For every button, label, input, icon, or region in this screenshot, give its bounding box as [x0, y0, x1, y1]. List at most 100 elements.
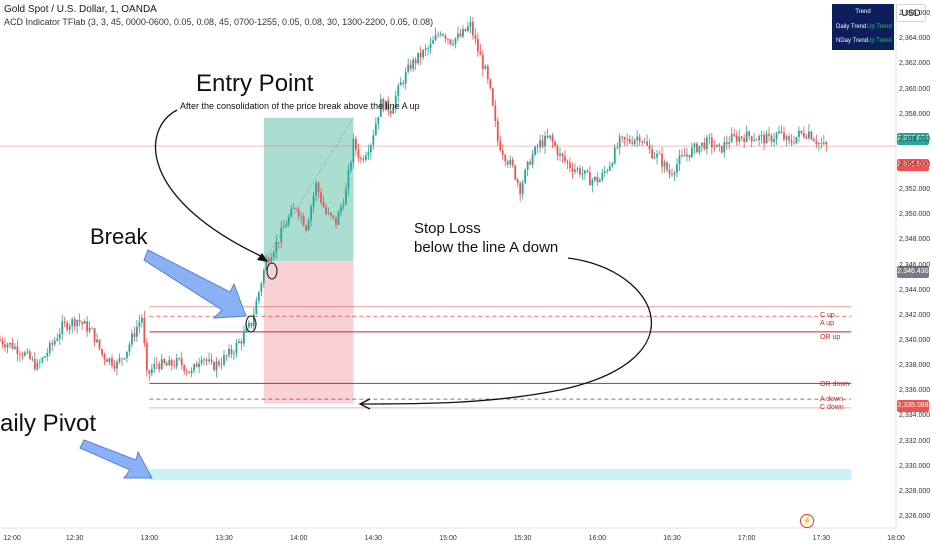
currency-button[interactable]: USD	[896, 4, 926, 22]
candle-body	[730, 134, 733, 143]
trend-row-value: Up Trend	[867, 38, 892, 44]
candle-body	[185, 371, 188, 373]
entry-point-title: Entry Point	[196, 70, 314, 97]
x-axis-tick: 12:30	[65, 535, 84, 542]
candle-body	[790, 140, 793, 143]
candle-body	[457, 33, 459, 39]
candle-body	[317, 182, 320, 193]
candle-body	[439, 34, 442, 35]
candle-body	[327, 212, 330, 214]
candle-body	[765, 133, 768, 144]
candle-body	[267, 258, 270, 262]
candle-body	[86, 321, 89, 332]
candle-body	[330, 212, 332, 216]
trend-row-label: NDay Trend	[836, 38, 869, 44]
candle-body	[579, 168, 581, 175]
candle-body	[36, 362, 39, 370]
candle-body	[335, 217, 337, 225]
candle-body	[165, 363, 168, 366]
candle-body	[235, 342, 238, 354]
candle-body	[444, 35, 447, 39]
candle-body	[93, 328, 96, 343]
y-axis-tick: 2,336.000	[899, 387, 931, 395]
candle-body	[337, 212, 340, 225]
candle-body	[603, 171, 606, 173]
candle-body	[524, 169, 527, 183]
candle-body	[315, 182, 317, 196]
candle-body	[588, 172, 591, 186]
candle-body	[429, 43, 432, 49]
candle-body	[66, 322, 69, 330]
candle-body	[593, 176, 596, 181]
candle-body	[566, 160, 569, 163]
candle-body	[160, 359, 163, 370]
candle-body	[618, 136, 621, 148]
candle-body	[785, 136, 788, 140]
candle-body	[745, 131, 748, 142]
candle-body	[133, 333, 136, 337]
replay-icon[interactable]: ⚡	[800, 514, 814, 528]
trend-table-title: Trend	[855, 9, 871, 15]
candle-body	[88, 327, 91, 332]
candle-body	[601, 172, 604, 180]
candle-body	[260, 283, 263, 293]
candle-body	[715, 144, 718, 148]
candle-body	[320, 192, 322, 203]
candle-body	[257, 292, 260, 301]
candle-body	[270, 257, 273, 262]
mid-price-label: 2,346.430	[897, 266, 929, 278]
candle-body	[135, 326, 138, 337]
candle-body	[384, 100, 387, 111]
candle-body	[778, 131, 780, 134]
candle-body	[46, 352, 49, 357]
candle-body	[76, 319, 79, 327]
candle-body	[459, 33, 462, 37]
candle-body	[501, 150, 504, 156]
candle-body	[245, 327, 248, 333]
candle-body	[43, 356, 46, 358]
candle-body	[442, 34, 444, 36]
candle-body	[417, 52, 420, 64]
candle-body	[23, 352, 26, 356]
candle-body	[476, 39, 479, 52]
candle-body	[763, 135, 765, 144]
candle-body	[434, 35, 437, 41]
stop-loss-arrow-head	[358, 398, 371, 410]
candle-body	[795, 136, 798, 144]
candle-body	[295, 208, 298, 210]
candle-body	[544, 135, 546, 147]
symbol-title: Gold Spot / U.S. Dollar, 1, OANDA	[4, 4, 157, 15]
candle-body	[743, 138, 746, 142]
candle-body	[407, 64, 410, 72]
candle-body	[551, 135, 554, 142]
candle-body	[58, 333, 61, 339]
candle-body	[713, 147, 716, 148]
candle-body	[404, 71, 407, 84]
candle-body	[325, 206, 327, 214]
candle-body	[770, 135, 773, 143]
candle-body	[591, 180, 594, 186]
candle-body	[357, 149, 360, 158]
candle-body	[250, 322, 253, 326]
level-label-or-up: OR up	[820, 334, 841, 341]
candle-body	[529, 161, 532, 165]
candle-body	[807, 131, 810, 139]
entry-target-path	[263, 117, 354, 262]
candle-body	[760, 135, 763, 137]
candle-body	[41, 357, 44, 363]
candle-body	[471, 21, 474, 36]
y-axis-tick: 2,328.000	[899, 487, 931, 495]
candle-body	[661, 154, 663, 167]
y-axis-tick: 2,342.000	[899, 311, 931, 319]
candle-body	[812, 139, 815, 142]
candle-body	[230, 348, 233, 354]
candle-body	[681, 155, 683, 157]
candle-body	[658, 153, 661, 155]
candle-body	[173, 365, 176, 367]
level-label-c-up: C up	[820, 312, 835, 319]
candle-body	[469, 21, 472, 27]
candle-body	[287, 216, 290, 225]
candle-body	[170, 359, 173, 366]
